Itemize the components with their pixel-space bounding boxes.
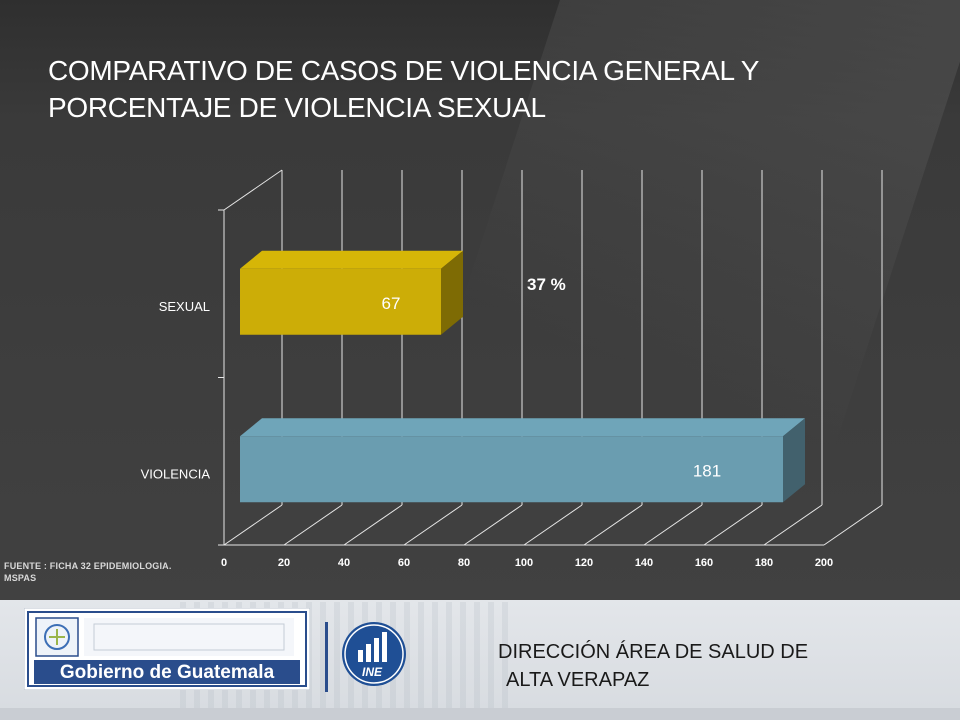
title-line-2: PORCENTAJE DE VIOLENCIA SEXUAL: [48, 92, 546, 123]
floor-grid-line: [343, 504, 403, 546]
title-line-1: COMPARATIVO DE CASOS DE VIOLENCIA GENERA…: [48, 55, 760, 86]
source-line-1: FUENTE : FICHA 32 EPIDEMIOLOGIA.: [4, 561, 172, 571]
source-note: FUENTE : FICHA 32 EPIDEMIOLOGIA. MSPAS: [4, 560, 214, 584]
bar-top-face: [240, 418, 805, 437]
x-tick-label: 180: [755, 557, 773, 569]
footer-line-1: DIRECCIÓN ÁREA DE SALUD DE: [498, 641, 809, 663]
x-tick-label: 80: [458, 557, 470, 569]
x-tick-label: 200: [815, 557, 833, 569]
x-tick-label: 20: [278, 557, 290, 569]
category-label: VIOLENCIA: [141, 466, 211, 481]
chart-bars: [240, 250, 805, 503]
floor-grid-line: [223, 504, 283, 546]
footer-bottom-strip: [0, 708, 960, 720]
x-tick-label: 0: [221, 557, 227, 569]
side-wall-top: [223, 169, 283, 211]
bar-top-face: [240, 250, 463, 269]
source-line-2: MSPAS: [4, 573, 37, 583]
floor-grid-line: [583, 504, 643, 546]
footer-direction-text: DIRECCIÓN ÁREA DE SALUD DE ALTA VERAPAZ: [498, 638, 808, 694]
floor-grid-line: [763, 504, 823, 546]
floor-grid-line: [403, 504, 463, 546]
floor-grid-line: [463, 504, 523, 546]
bar-sexual: [240, 268, 441, 335]
footer-line-2: ALTA VERAPAZ: [506, 669, 650, 691]
bar-side-face: [441, 250, 463, 335]
chart-labels: 0 20 40 60 80 100 120 140 160 180 200 67 SEXUAL 181 VI…: [141, 275, 834, 569]
category-label: SEXUAL: [159, 299, 210, 314]
x-tick-label: 120: [575, 557, 593, 569]
floor-grid-line: [823, 504, 883, 546]
ine-logo: INE: [342, 622, 406, 686]
floor-grid-line: [643, 504, 703, 546]
slide-title: COMPARATIVO DE CASOS DE VIOLENCIA GENERA…: [48, 52, 908, 126]
x-tick-label: 100: [515, 557, 533, 569]
bar-violencia: [240, 436, 783, 503]
bar-side-face: [783, 418, 805, 503]
data-label: 67: [382, 294, 401, 313]
floor-grid-line: [523, 504, 583, 546]
ine-text: INE: [362, 665, 383, 679]
x-tick-label: 160: [695, 557, 713, 569]
x-tick-label: 60: [398, 557, 410, 569]
floor-grid-line: [703, 504, 763, 546]
x-tick-label: 40: [338, 557, 350, 569]
gobierno-guatemala-logo: Gobierno de Guatemala: [24, 608, 310, 690]
x-tick-label: 140: [635, 557, 653, 569]
logo-text: Gobierno de Guatemala: [60, 662, 275, 683]
percentage-annotation: 37 %: [527, 275, 566, 294]
footer-divider: [325, 622, 328, 692]
data-label: 181: [693, 461, 721, 480]
floor-grid-line: [283, 504, 343, 546]
bar-chart: 0 20 40 60 80 100 120 140 160 180 200 67 SEXUAL 181 VI…: [141, 169, 883, 569]
